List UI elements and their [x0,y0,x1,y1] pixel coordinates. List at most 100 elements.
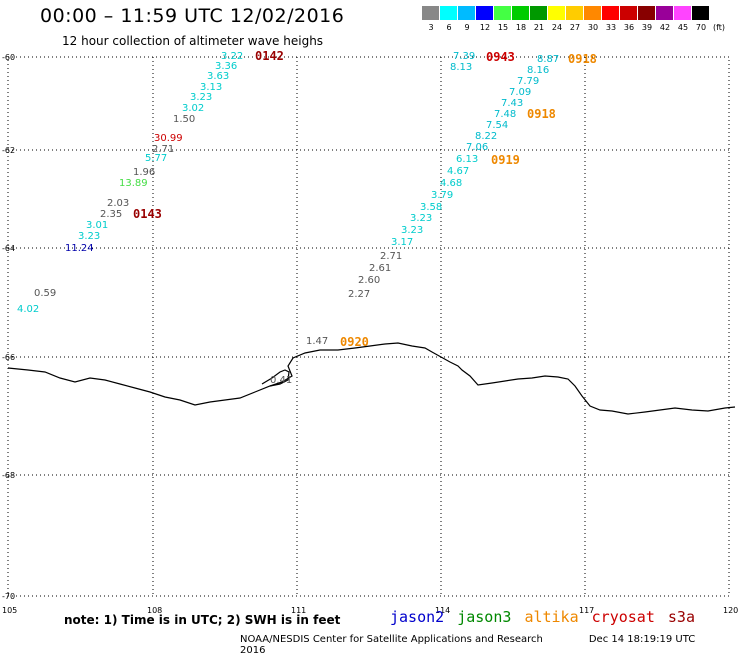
swh-value-label: 1.47 [306,336,328,347]
swh-value-label: 3.02 [182,103,204,114]
swh-value-label: 2.61 [369,263,391,274]
legend-s3a: s3a [667,608,695,626]
swh-value-label: 4.68 [440,178,462,189]
swh-value-label: 30.99 [154,133,183,144]
scale-label: 12 [479,23,491,32]
swh-value-label: 4.67 [447,166,469,177]
swh-value-label: 7.48 [494,109,516,120]
scale-label: 42 [659,23,671,32]
swh-value-label: 2.60 [358,275,380,286]
swh-value-label: 7.06 [466,142,488,153]
color-scale-labels: 3 6 9 12 15 18 21 24 27 30 33 36 39 42 45 70 (ft) [422,23,728,32]
footer-note: note: 1) Time is in UTC; 2) SWH is in fe… [64,613,341,627]
swh-value-label: 2.71 [152,144,174,155]
scale-swatch [548,6,566,20]
scale-swatch [656,6,674,20]
swh-value-label: 2.71 [380,251,402,262]
scale-swatch [422,6,440,20]
pass-time-label: 0943 [486,50,515,64]
scale-swatch [530,6,548,20]
legend-jason2: jason2 [390,608,445,626]
swh-value-label: 3.22 [221,51,243,62]
scale-swatch [602,6,620,20]
page-title: 00:00 – 11:59 UTC 12/02/2016 [40,5,345,27]
scale-swatch [512,6,530,20]
color-scale-swatches [422,6,728,20]
legend-cryosat: cryosat [591,608,655,626]
lat-tick-label: -64 [2,244,15,253]
scale-swatch [440,6,458,20]
swh-value-label: 7.54 [486,120,508,131]
scale-swatch [494,6,512,20]
swh-values: 3.223.363.633.133.233.021.5030.992.715.7… [17,51,559,386]
scale-label: 27 [569,23,581,32]
pass-time-label: 0918 [527,107,556,121]
scale-label: 3 [428,23,434,32]
swh-value-label: 3.63 [207,71,229,82]
pass-time-label: 0143 [133,207,162,221]
wave-height-color-scale: 3 6 9 12 15 18 21 24 27 30 33 36 39 42 45 70 (ft) [422,6,728,32]
scale-label: 30 [587,23,599,32]
scale-label: 36 [623,23,635,32]
swh-value-label: 3.23 [410,213,432,224]
scale-label: 33 [605,23,617,32]
swh-value-label: 1.96 [133,167,155,178]
lon-tick-label: 120 [723,606,738,615]
scale-swatch [566,6,584,20]
credit-text: NOAA/NESDIS Center for Satellite Applica… [240,634,543,645]
scale-label: 45 [677,23,689,32]
coastline-inlet [261,369,290,387]
lat-tick-label: -68 [2,471,15,480]
swh-value-label: 3.13 [200,82,222,93]
pass-time-label: 0919 [491,153,520,167]
swh-value-label: 1.50 [173,114,195,125]
scale-swatch [692,6,710,20]
scale-swatch [638,6,656,20]
scale-swatch [620,6,638,20]
scale-label: (ft) [712,23,726,32]
lon-tick-label: 117 [579,606,594,615]
swh-value-label: 3.79 [431,190,453,201]
scale-swatch [458,6,476,20]
lon-tick-label: 105 [2,606,17,615]
lon-tick-label: 114 [435,606,450,615]
swh-value-label: 8.13 [450,62,472,73]
map-frame [7,56,730,597]
swh-value-label: 4.02 [17,304,39,315]
scale-swatch [476,6,494,20]
swh-value-label: 8.87 [537,54,559,65]
scale-label: 6 [446,23,452,32]
swh-value-label: 3.23 [78,231,100,242]
swh-value-label: 7.39 [453,51,475,62]
scale-label: 18 [515,23,527,32]
swh-value-label: 3.36 [215,61,237,72]
lat-tick-label: -66 [2,353,15,362]
swh-value-label: 3.58 [420,202,442,213]
scale-label: 21 [533,23,545,32]
swh-value-label: 2.35 [100,209,122,220]
scale-label: 9 [464,23,470,32]
scale-swatch [584,6,602,20]
swh-value-label: 11.24 [65,243,94,254]
swh-value-label: 3.23 [190,92,212,103]
swh-value-label: 8.16 [527,65,549,76]
swh-value-label: 7.09 [509,87,531,98]
map-grid [7,56,730,597]
swh-value-label: 2.03 [107,198,129,209]
swh-value-label: 7.43 [501,98,523,109]
coastline [7,342,736,415]
lon-tick-label: 111 [291,606,306,615]
swh-value-label: 3.01 [86,220,108,231]
swh-value-label: 3.17 [391,237,413,248]
swh-value-label: 3.23 [401,225,423,236]
legend-altika: altika [524,608,579,626]
map-axis-ticks: 105 108 111 114 117 120 -60 -62 -64 -66 -68 -70 [2,53,738,615]
scale-label: 24 [551,23,563,32]
lat-tick-label: -60 [2,53,15,62]
page-subtitle: 12 hour collection of altimeter wave hei… [62,34,324,48]
lat-tick-label: -62 [2,146,15,155]
scale-swatch [674,6,692,20]
lat-tick-label: -70 [2,592,15,601]
swh-value-label: 8.22 [475,131,497,142]
